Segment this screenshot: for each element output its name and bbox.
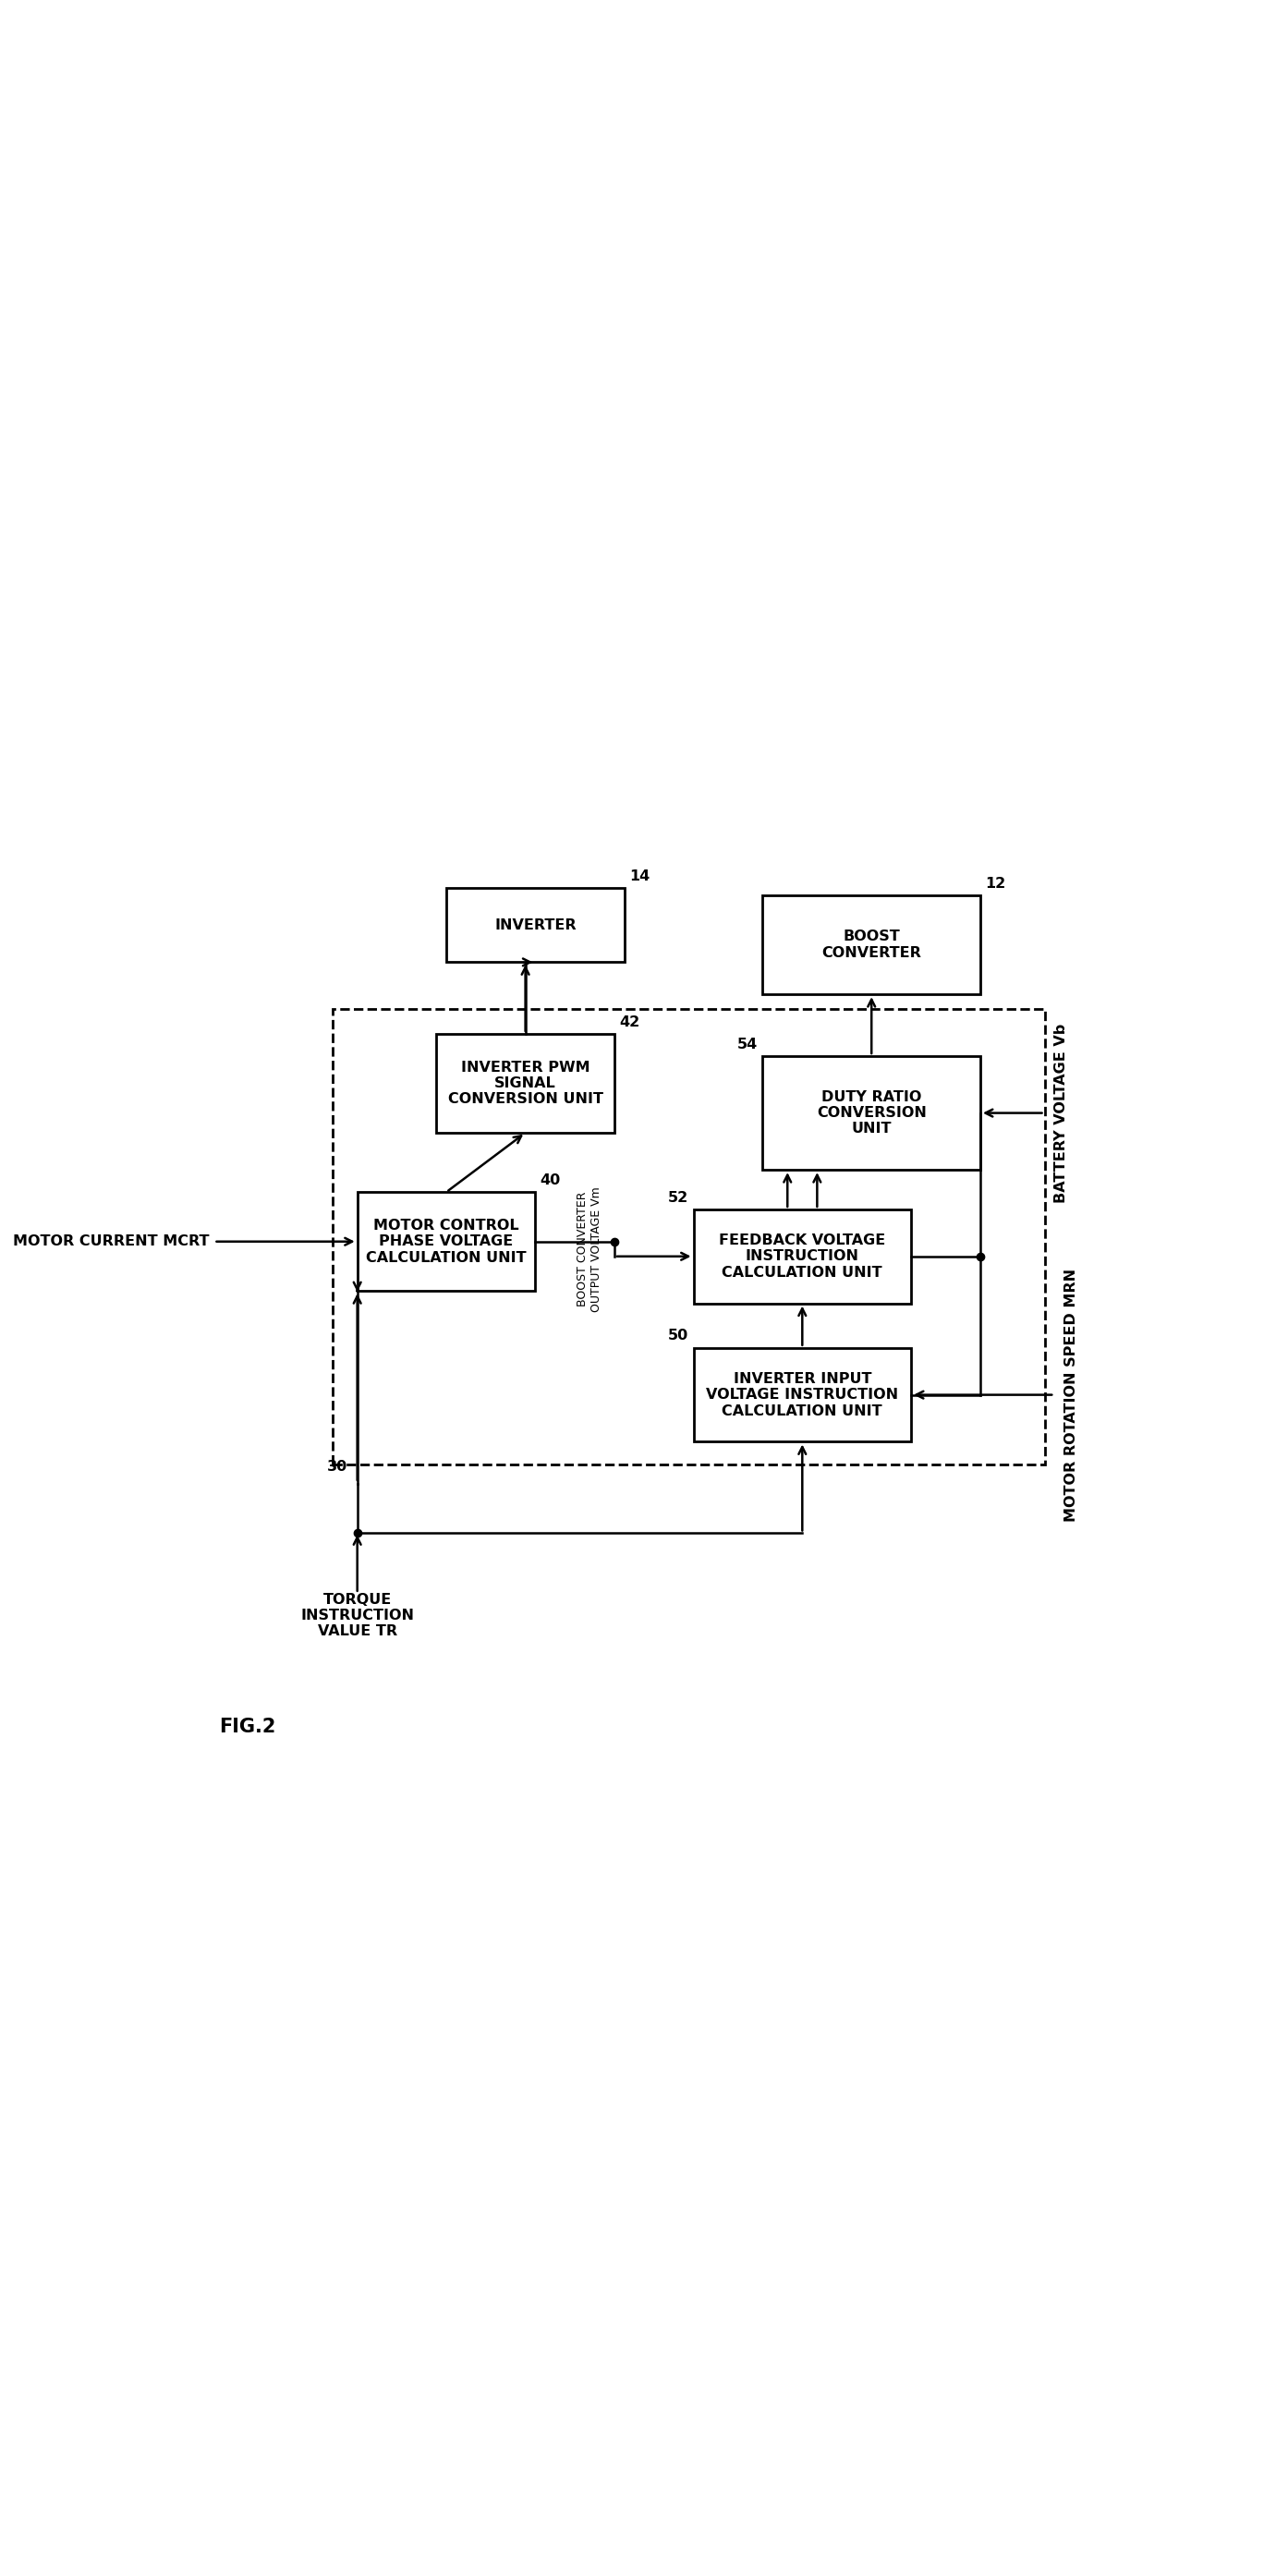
FancyBboxPatch shape [763,896,980,994]
Text: TORQUE
INSTRUCTION
VALUE TR: TORQUE INSTRUCTION VALUE TR [300,1592,415,1638]
FancyBboxPatch shape [694,1347,911,1443]
Text: 12: 12 [985,876,1005,891]
Text: FIG.2: FIG.2 [219,1718,276,1736]
Text: BATTERY VOLTAGE Vb: BATTERY VOLTAGE Vb [1054,1023,1068,1203]
Text: INVERTER: INVERTER [494,917,577,933]
FancyBboxPatch shape [694,1208,911,1303]
Text: 50: 50 [669,1329,689,1342]
Text: 40: 40 [540,1172,560,1188]
Text: DUTY RATIO
CONVERSION
UNIT: DUTY RATIO CONVERSION UNIT [817,1090,926,1136]
FancyBboxPatch shape [357,1193,536,1291]
Text: 30: 30 [327,1461,347,1473]
Text: 52: 52 [669,1190,689,1206]
FancyBboxPatch shape [436,1033,615,1133]
Text: BOOST
CONVERTER: BOOST CONVERTER [822,930,921,961]
Text: INVERTER INPUT
VOLTAGE INSTRUCTION
CALCULATION UNIT: INVERTER INPUT VOLTAGE INSTRUCTION CALCU… [706,1373,898,1417]
Text: BOOST CONVERTER
OUTPUT VOLTAGE Vm: BOOST CONVERTER OUTPUT VOLTAGE Vm [577,1188,602,1311]
FancyBboxPatch shape [447,889,624,963]
Text: 42: 42 [619,1015,639,1028]
Text: 14: 14 [629,868,649,884]
FancyBboxPatch shape [763,1056,980,1170]
Text: MOTOR CONTROL
PHASE VOLTAGE
CALCULATION UNIT: MOTOR CONTROL PHASE VOLTAGE CALCULATION … [366,1218,527,1265]
Text: 54: 54 [738,1038,758,1051]
Text: MOTOR CURRENT MCRT: MOTOR CURRENT MCRT [13,1234,209,1249]
Text: MOTOR ROTATION SPEED MRN: MOTOR ROTATION SPEED MRN [1064,1267,1078,1522]
Text: INVERTER PWM
SIGNAL
CONVERSION UNIT: INVERTER PWM SIGNAL CONVERSION UNIT [448,1061,604,1105]
Text: FEEDBACK VOLTAGE
INSTRUCTION
CALCULATION UNIT: FEEDBACK VOLTAGE INSTRUCTION CALCULATION… [718,1234,886,1280]
